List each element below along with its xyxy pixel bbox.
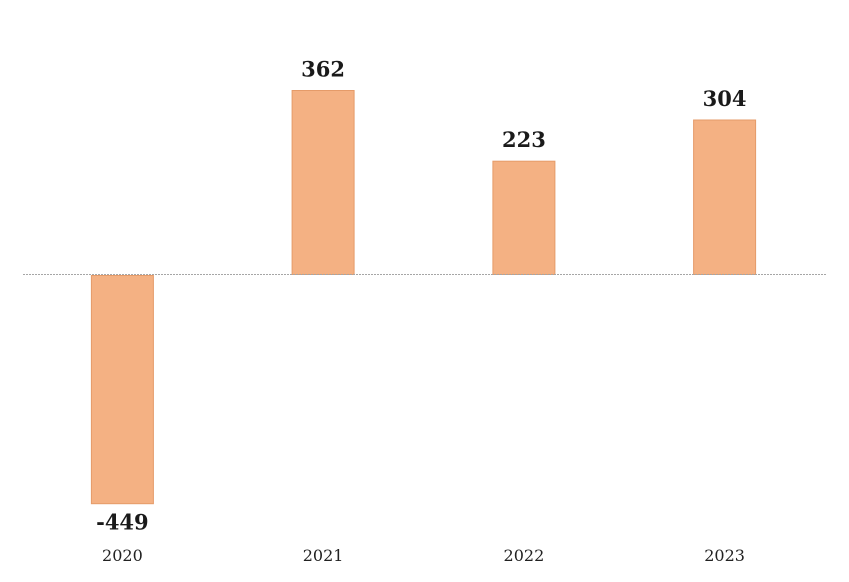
bar-2022	[492, 160, 556, 275]
x-tick-2023: 2023	[704, 546, 745, 565]
x-tick-2020: 2020	[102, 546, 143, 565]
data-label-2023: 304	[703, 86, 747, 111]
data-label-2021: 362	[301, 57, 345, 82]
x-tick-2022: 2022	[504, 546, 545, 565]
bar-2023	[693, 119, 757, 275]
data-label-2022: 223	[502, 127, 546, 152]
data-label-2020: -449	[96, 510, 149, 535]
value-labels-group: -449 362 223 304	[96, 57, 746, 535]
x-tick-2021: 2021	[303, 546, 344, 565]
bars-group	[90, 90, 757, 505]
bar-2020	[90, 275, 154, 505]
bar-2021	[291, 90, 355, 275]
x-axis-tick-labels: 2020 2021 2022 2023	[102, 546, 745, 565]
